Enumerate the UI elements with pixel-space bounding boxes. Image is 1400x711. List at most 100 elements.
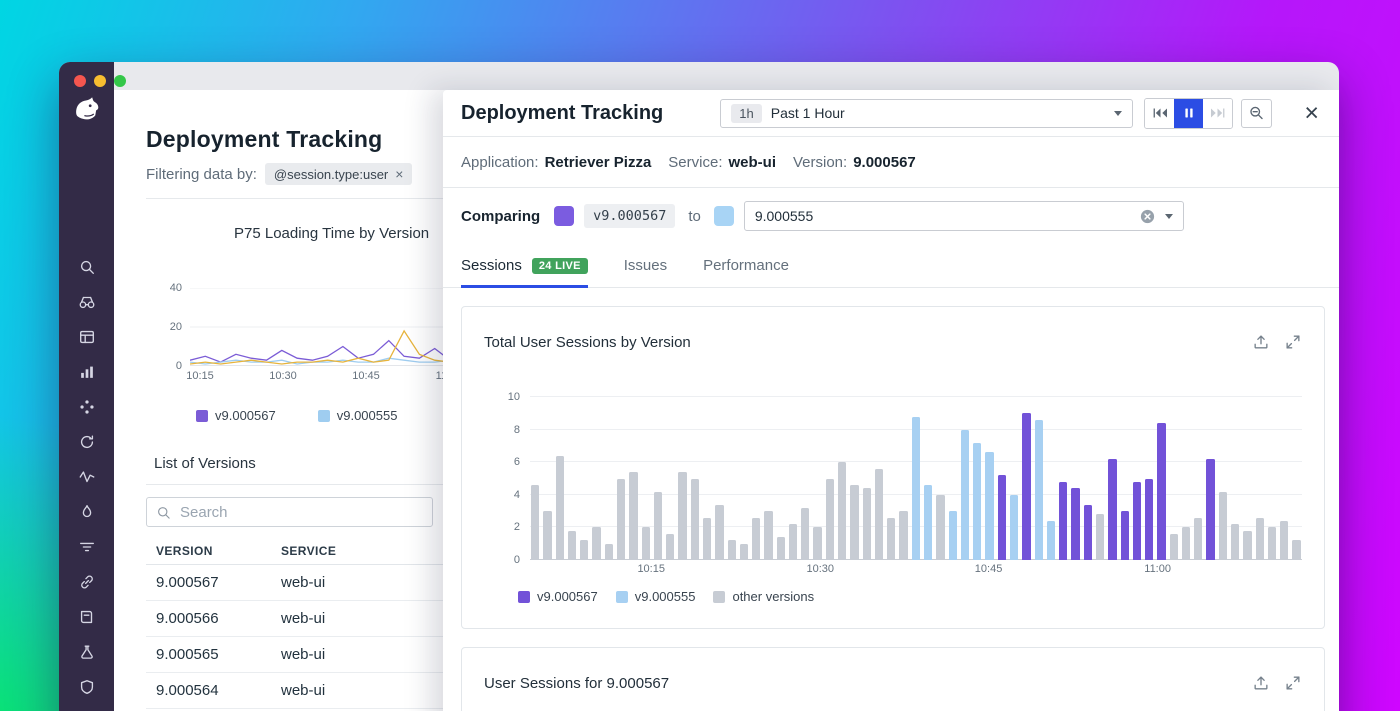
session-bar-other[interactable] bbox=[1231, 524, 1240, 560]
session-bar-other[interactable] bbox=[592, 527, 601, 560]
session-bar-other[interactable] bbox=[838, 462, 847, 560]
sidebar-item-synthetics[interactable] bbox=[78, 433, 96, 451]
sidebar-item-apm[interactable] bbox=[78, 398, 96, 416]
session-bar-555[interactable] bbox=[985, 452, 994, 560]
session-bar-other[interactable] bbox=[1255, 517, 1264, 560]
table-row[interactable]: 9.000567 web-ui bbox=[146, 565, 708, 601]
session-bar-other[interactable] bbox=[690, 478, 699, 560]
legend-item[interactable]: v9.000567 bbox=[196, 408, 276, 423]
session-bar-567[interactable] bbox=[1059, 481, 1068, 560]
session-bar-other[interactable] bbox=[850, 485, 859, 560]
session-bar-other[interactable] bbox=[887, 517, 896, 560]
datadog-logo[interactable] bbox=[70, 93, 104, 127]
session-bar-other[interactable] bbox=[555, 455, 564, 560]
remove-filter-icon[interactable]: × bbox=[395, 166, 404, 182]
session-bar-other[interactable] bbox=[874, 468, 884, 560]
session-bar-555[interactable] bbox=[1009, 494, 1019, 560]
time-range-selector[interactable]: 1h Past 1 Hour bbox=[720, 98, 1134, 128]
sidebar-item-search[interactable] bbox=[78, 258, 96, 276]
session-bar-555[interactable] bbox=[924, 485, 933, 560]
sidebar-item-metrics[interactable] bbox=[78, 363, 96, 381]
session-bar-other[interactable] bbox=[764, 511, 773, 560]
session-bar-other[interactable] bbox=[604, 543, 613, 560]
minimize-button[interactable] bbox=[94, 75, 106, 87]
session-bar-other[interactable] bbox=[653, 491, 663, 560]
sidebar-item-security[interactable] bbox=[78, 678, 96, 696]
sidebar-item-rum[interactable] bbox=[78, 468, 96, 486]
session-bar-other[interactable] bbox=[1095, 514, 1105, 560]
clear-selection-icon[interactable] bbox=[1139, 208, 1156, 225]
maximize-button[interactable] bbox=[114, 75, 126, 87]
session-bar-567[interactable] bbox=[1132, 481, 1142, 560]
export-button[interactable] bbox=[1252, 333, 1270, 351]
legend-item[interactable]: v9.000567 bbox=[518, 589, 598, 604]
session-bar-555[interactable] bbox=[973, 442, 982, 560]
tab-sessions[interactable]: Sessions 24 LIVE bbox=[461, 257, 588, 288]
session-bar-other[interactable] bbox=[1243, 530, 1252, 560]
session-bar-567[interactable] bbox=[1206, 458, 1215, 560]
session-bar-other[interactable] bbox=[629, 471, 638, 560]
session-bar-other[interactable] bbox=[788, 524, 798, 560]
session-bar-555[interactable] bbox=[948, 511, 957, 560]
table-row[interactable]: 9.000566 web-ui bbox=[146, 601, 708, 637]
session-bar-other[interactable] bbox=[531, 485, 540, 560]
close-button[interactable] bbox=[74, 75, 86, 87]
session-bar-567[interactable] bbox=[1083, 504, 1092, 560]
sidebar-item-watchdog[interactable] bbox=[78, 293, 96, 311]
session-bar-other[interactable] bbox=[899, 511, 908, 560]
expand-button[interactable] bbox=[1284, 674, 1302, 692]
session-bar-other[interactable] bbox=[616, 478, 626, 560]
session-bar-other[interactable] bbox=[1169, 533, 1178, 560]
session-bar-other[interactable] bbox=[1267, 527, 1277, 560]
table-row[interactable]: 9.000565 web-ui bbox=[146, 637, 708, 673]
pause-button[interactable] bbox=[1174, 98, 1204, 128]
rewind-button[interactable] bbox=[1145, 98, 1175, 128]
session-bar-other[interactable] bbox=[813, 527, 822, 560]
session-bar-other[interactable] bbox=[727, 540, 736, 560]
search-input[interactable] bbox=[178, 502, 423, 522]
filter-tag[interactable]: @session.type:user × bbox=[264, 163, 413, 185]
forward-button[interactable] bbox=[1203, 98, 1233, 128]
session-bar-other[interactable] bbox=[715, 504, 724, 560]
session-bar-555[interactable] bbox=[911, 416, 920, 560]
close-panel-button[interactable]: × bbox=[1304, 98, 1319, 127]
session-bar-other[interactable] bbox=[666, 533, 675, 560]
session-bar-other[interactable] bbox=[936, 494, 945, 560]
sidebar-item-labs[interactable] bbox=[78, 643, 96, 661]
table-row[interactable]: 9.000564 web-ui bbox=[146, 673, 708, 709]
session-bar-other[interactable] bbox=[1194, 517, 1203, 560]
sidebar-item-integrations[interactable] bbox=[78, 573, 96, 591]
session-bar-other[interactable] bbox=[739, 543, 749, 560]
sidebar-item-profiling[interactable] bbox=[78, 503, 96, 521]
session-bar-555[interactable] bbox=[1034, 419, 1043, 560]
session-bar-567[interactable] bbox=[1071, 488, 1080, 560]
tab-issues[interactable]: Issues bbox=[624, 257, 667, 287]
session-bar-other[interactable] bbox=[801, 507, 810, 560]
session-bar-other[interactable] bbox=[1292, 540, 1301, 560]
session-bar-other[interactable] bbox=[776, 537, 785, 560]
session-bar-567[interactable] bbox=[1108, 458, 1117, 560]
session-bar-other[interactable] bbox=[702, 517, 712, 560]
session-bar-other[interactable] bbox=[825, 478, 835, 560]
session-bar-567[interactable] bbox=[1022, 413, 1031, 560]
session-bar-other[interactable] bbox=[862, 488, 871, 560]
versions-search[interactable] bbox=[146, 497, 433, 527]
session-bar-567[interactable] bbox=[1120, 511, 1129, 560]
session-bar-555[interactable] bbox=[960, 429, 970, 560]
sidebar-item-logs[interactable] bbox=[78, 608, 96, 626]
session-bar-other[interactable] bbox=[1280, 520, 1289, 560]
compare-version-select[interactable]: 9.000555 bbox=[743, 201, 1184, 231]
expand-button[interactable] bbox=[1284, 333, 1302, 351]
session-bar-other[interactable] bbox=[567, 530, 577, 560]
session-bar-other[interactable] bbox=[1218, 491, 1228, 560]
session-bar-567[interactable] bbox=[1157, 423, 1166, 560]
session-bar-other[interactable] bbox=[1181, 527, 1191, 560]
sidebar-item-filters[interactable] bbox=[78, 538, 96, 556]
session-bar-567[interactable] bbox=[1145, 478, 1154, 560]
legend-item[interactable]: v9.000555 bbox=[615, 589, 695, 604]
session-bar-555[interactable] bbox=[1046, 520, 1056, 560]
session-bar-567[interactable] bbox=[997, 475, 1006, 560]
tab-performance[interactable]: Performance bbox=[703, 257, 789, 287]
session-bar-other[interactable] bbox=[543, 511, 552, 560]
sidebar-item-dashboards[interactable] bbox=[78, 328, 96, 346]
